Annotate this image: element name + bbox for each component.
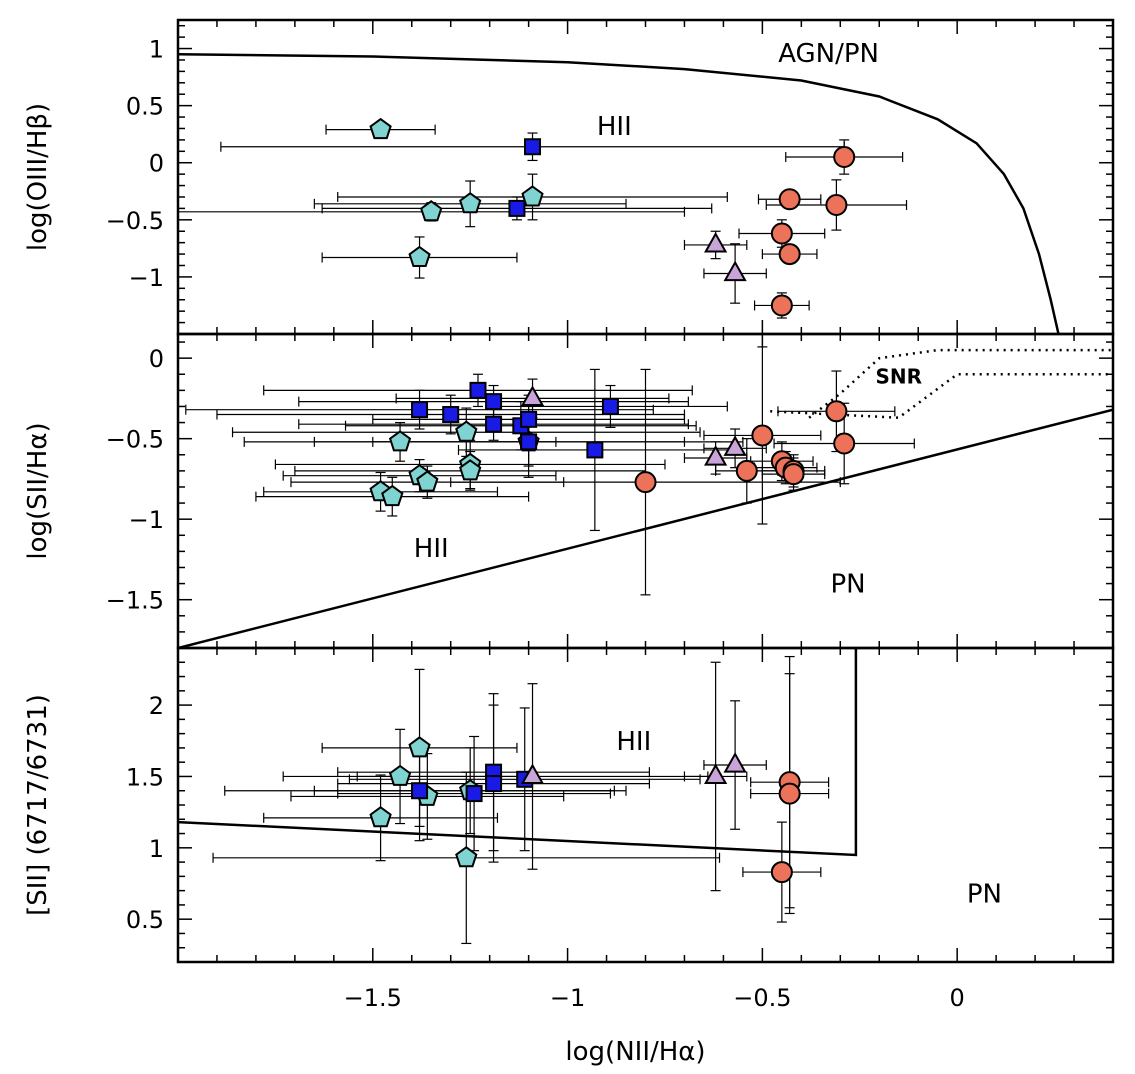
snr-boundary-line: [808, 348, 1113, 419]
panel-top: 1 0.5 0 −0.5 −1 AGN/PN HII log(OIII/Hβ): [23, 18, 1115, 336]
pentagon-data-point: [420, 200, 443, 222]
y-tick-label: 0.5: [126, 93, 164, 121]
y-tick-label: 1: [149, 36, 164, 64]
x-tick-label: −1: [550, 984, 585, 1012]
square-data-point: [469, 381, 487, 399]
circle-data-point: [778, 243, 801, 266]
square-data-point: [485, 415, 503, 433]
y-tick-label: 1.5: [126, 763, 164, 791]
square-data-point: [601, 397, 619, 415]
y-axis-label: log(SII/Hα): [23, 422, 53, 559]
pentagon-data-point: [455, 420, 478, 442]
circle-data-point: [825, 193, 848, 216]
circle-data-point: [833, 432, 856, 455]
panel-middle: 0 −0.5 −1 −1.5 SNR HII PN log(SII/Hα): [23, 332, 1115, 650]
triangle-data-point: [704, 231, 728, 253]
square-data-point: [524, 138, 542, 156]
square-data-point: [442, 406, 460, 424]
circle-data-point: [778, 782, 801, 805]
circle-data-point: [825, 400, 848, 423]
square-data-point: [586, 441, 604, 459]
square-data-point: [465, 785, 483, 803]
pentagon-data-point: [388, 430, 412, 452]
y-axis-label: log(OIII/Hβ): [23, 103, 53, 251]
triangle-data-point: [520, 385, 545, 407]
square-data-point: [485, 393, 503, 411]
pentagon-data-point: [369, 806, 392, 828]
circle-data-point: [770, 294, 793, 317]
pentagon-data-point: [408, 736, 431, 758]
panel-plot-area: [178, 648, 858, 945]
square-data-point: [485, 775, 503, 793]
triangle-data-point: [520, 763, 545, 785]
region-label-hii: HII: [616, 727, 651, 757]
x-tick-label: −1.5: [344, 984, 402, 1012]
y-tick-label: 0: [149, 345, 164, 373]
region-label-agn-pn: AGN/PN: [778, 39, 879, 69]
y-axis-label: [SII] (6717/6731): [23, 694, 53, 916]
pentagon-data-point: [521, 185, 544, 207]
circle-data-point: [751, 424, 774, 447]
region-label-pn: PN: [967, 879, 1002, 909]
square-data-point: [520, 410, 538, 428]
x-axis-label: log(NII/Hα): [565, 1037, 705, 1067]
demarcation-curve: [178, 53, 1060, 334]
circle-data-point: [833, 146, 856, 169]
demarcation-line: [178, 648, 858, 857]
circle-data-point: [770, 222, 793, 245]
pentagon-data-point: [416, 470, 439, 492]
pentagon-data-point: [459, 192, 482, 214]
square-data-point: [411, 401, 429, 419]
y-tick-label: −1.5: [106, 587, 164, 615]
region-label-snr: SNR: [875, 364, 922, 388]
y-tick-label: −1: [129, 264, 164, 292]
pentagon-data-point: [408, 245, 431, 267]
circle-data-point: [735, 459, 758, 482]
region-label-hii: HII: [414, 534, 449, 564]
square-data-point: [411, 782, 429, 800]
circle-data-point: [778, 188, 801, 211]
y-tick-label: 2: [149, 692, 164, 720]
y-tick-label: 0.5: [126, 906, 164, 934]
pentagon-data-point: [381, 484, 404, 507]
x-tick-label: −0.5: [733, 984, 791, 1012]
square-data-point: [520, 433, 538, 451]
pentagon-data-point: [459, 459, 482, 481]
y-tick-label: −0.5: [106, 207, 164, 235]
y-tick-label: −0.5: [106, 426, 164, 454]
y-tick-label: 0: [149, 150, 164, 178]
region-label-pn: PN: [831, 570, 866, 600]
circle-data-point: [770, 861, 793, 884]
panel-bottom: 2 1.5 1 0.5 −1.5 −1 −0.5 0 HII PN [SII] (6717/6731…: [23, 646, 1115, 1067]
region-label-hii: HII: [597, 112, 632, 142]
triangle-data-point: [723, 751, 747, 773]
square-data-point: [508, 199, 526, 217]
pentagon-data-point: [455, 846, 478, 868]
panel-plot-area: [178, 53, 1060, 334]
triangle-data-point: [723, 435, 747, 456]
x-tick-label: 0: [950, 984, 965, 1012]
triangle-data-point: [723, 260, 747, 282]
y-tick-label: −1: [129, 506, 164, 534]
circle-data-point: [634, 471, 657, 494]
circle-data-point: [782, 463, 805, 486]
triangle-data-point: [704, 763, 728, 785]
y-tick-label: 1: [149, 835, 164, 863]
panel-plot-area: [178, 346, 1113, 648]
panel-frame: [176, 646, 1115, 964]
pentagon-data-point: [388, 764, 412, 786]
triangle-data-point: [704, 444, 728, 466]
pentagon-data-point: [369, 117, 392, 140]
